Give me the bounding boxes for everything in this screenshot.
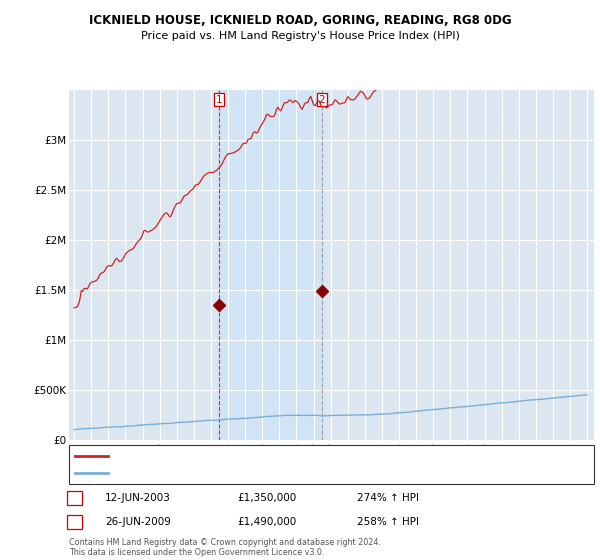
Text: HPI: Average price, detached house, South Oxfordshire: HPI: Average price, detached house, Sout… [114, 469, 363, 478]
Bar [218, 90, 322, 440]
Text: Contains HM Land Registry data © Crown copyright and database right 2024.
This d: Contains HM Land Registry data © Crown c… [69, 538, 381, 557]
Text: Price paid vs. HM Land Registry's House Price Index (HPI): Price paid vs. HM Land Registry's House … [140, 31, 460, 41]
Text: £1,490,000: £1,490,000 [237, 517, 296, 527]
Text: 274% ↑ HPI: 274% ↑ HPI [357, 493, 419, 503]
Text: 258% ↑ HPI: 258% ↑ HPI [357, 517, 419, 527]
Text: £1,350,000: £1,350,000 [237, 493, 296, 503]
Text: 12-JUN-2003: 12-JUN-2003 [105, 493, 171, 503]
Text: 2: 2 [319, 95, 325, 105]
Text: 1: 1 [71, 493, 78, 503]
Text: ICKNIELD HOUSE, ICKNIELD ROAD, GORING, READING, RG8 0DG: ICKNIELD HOUSE, ICKNIELD ROAD, GORING, R… [89, 14, 511, 27]
Text: 2: 2 [71, 517, 78, 527]
Text: 1: 1 [215, 95, 222, 105]
Text: ICKNIELD HOUSE, ICKNIELD ROAD, GORING, READING, RG8 0DG (detached house): ICKNIELD HOUSE, ICKNIELD ROAD, GORING, R… [114, 452, 485, 461]
Text: 26-JUN-2009: 26-JUN-2009 [105, 517, 171, 527]
